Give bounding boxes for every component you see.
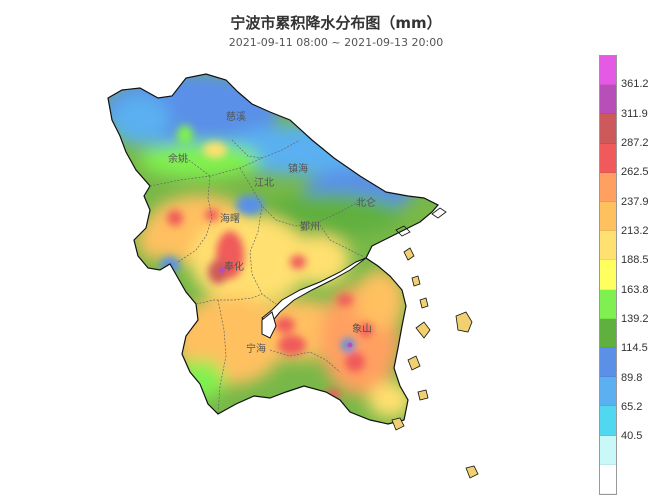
legend-colorbar [599,55,617,495]
district-label-cixi: 慈溪 [226,110,246,123]
district-label-jiangbei: 江北 [254,177,274,189]
legend-swatch [600,172,616,203]
map-title: 宁波市累积降水分布图（mm） [230,14,442,32]
legend-label: 287.2 [621,137,649,149]
legend-swatch [600,231,616,261]
precipitation-map: 慈溪 余姚 江北 镇海 北仑 海曙 鄞州 奉化 宁海 象山 [107,73,479,479]
legend-label: 163.8 [621,283,649,296]
legend-label: 262.5 [621,166,649,179]
district-label-haishu: 海曙 [220,212,240,225]
district-label-yinzhou: 鄞州 [300,220,320,233]
legend-label: 213.2 [621,225,649,237]
xiangshan-bay [261,257,367,325]
legend-label: 65.2 [621,401,643,413]
district-label-ninghai: 宁海 [246,342,266,355]
islands [391,247,479,479]
legend-swatch [600,260,616,290]
precipitation-field [108,74,438,424]
legend-label: 139.2 [621,313,649,325]
legend-label: 311.9 [621,107,648,120]
coastline [107,73,439,425]
legend-label: 114.5 [621,342,648,355]
district-label-zhenhai: 镇海 [288,162,308,175]
legend-swatch [600,56,616,86]
legend-swatch [600,406,616,436]
legend-swatch [600,202,616,232]
district-label-fenghua: 奉化 [224,260,244,273]
legend-swatch [600,435,616,465]
legend-label: 40.5 [621,430,643,443]
district-label-yuyao: 余姚 [168,152,188,165]
legend-label: 89.8 [621,371,643,384]
district-boundaries [149,139,367,415]
map-subtitle: 2021-09-11 08:00 ~ 2021-09-13 20:00 [228,36,444,49]
legend-swatch [600,289,616,319]
legend-label: 361.2 [621,78,649,91]
legend-swatch [600,464,616,495]
legend-label: 237.9 [621,195,649,208]
legend-swatch [600,318,616,349]
legend-labels: 361.2 311.9 287.2 262.5 237.9 213.2 188.5 163.8… [621,55,671,495]
district-label-beilun: 北仑 [356,196,376,209]
district-label-xiangshan: 象山 [352,323,372,335]
legend-swatch [600,348,616,378]
legend-label: 188.5 [621,254,649,267]
legend-swatch [600,143,616,173]
legend-swatch [600,85,616,115]
legend-swatch [600,377,616,407]
legend-swatch [600,114,616,144]
